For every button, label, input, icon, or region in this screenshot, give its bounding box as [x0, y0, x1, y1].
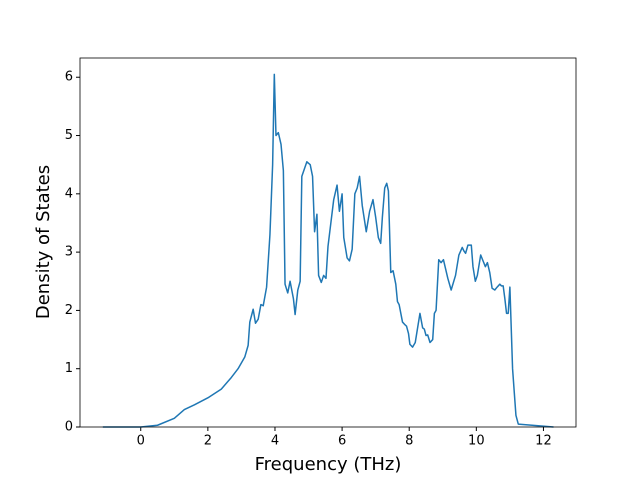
x-tick-label: 2	[204, 434, 212, 449]
line-series	[102, 73, 554, 428]
y-tick-label: 5	[65, 128, 73, 143]
x-tick-label: 10	[468, 434, 485, 449]
x-tick-label: 8	[405, 434, 413, 449]
y-tick-label: 6	[65, 70, 73, 85]
x-tick-label: 0	[137, 434, 145, 449]
x-tick-label: 6	[338, 434, 346, 449]
x-tick-label: 4	[271, 434, 279, 449]
y-axis-label: Density of States	[33, 165, 54, 319]
y-tick-label: 3	[65, 245, 73, 260]
y-tick-label: 0	[65, 420, 73, 435]
y-tick-label: 4	[65, 186, 73, 201]
y-tick-label: 1	[65, 361, 73, 376]
x-tick-label: 12	[535, 434, 552, 449]
axes-frame	[79, 57, 577, 428]
x-axis-label: Frequency (THz)	[255, 454, 402, 475]
y-tick-label: 2	[65, 303, 73, 318]
